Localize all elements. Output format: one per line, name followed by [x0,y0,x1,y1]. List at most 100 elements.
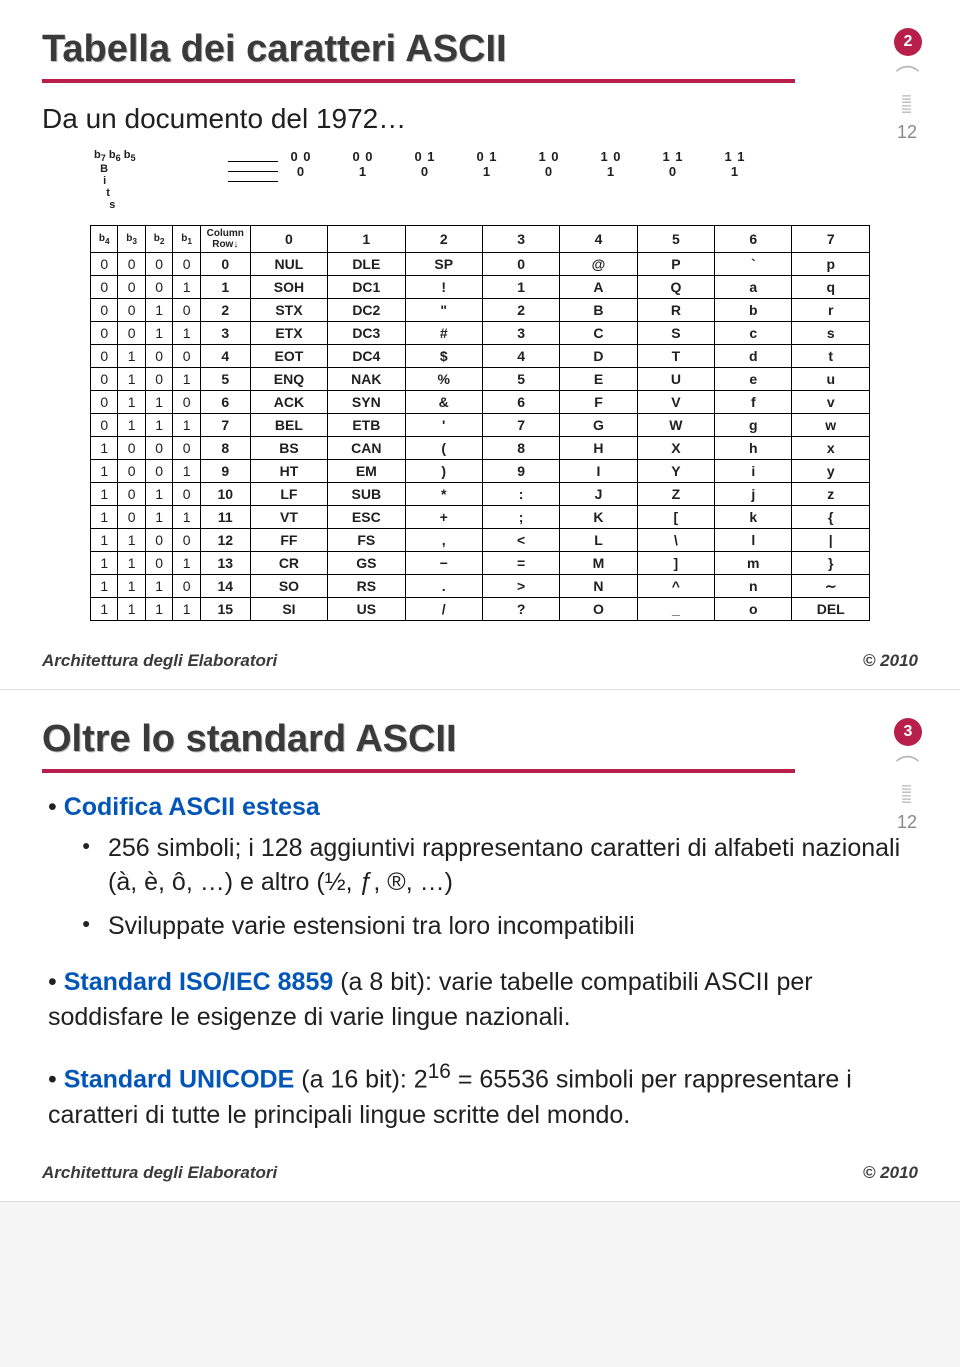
column-bit-row: 0 000 010 100 111 001 011 101 11 [270,149,766,179]
footer-right: © 2010 [863,1163,918,1183]
bit-cell: 1 [91,575,118,598]
table-row: 101111VTESC+;K[k{ [91,506,870,529]
bit-cell: 1 [173,414,200,437]
ascii-cell: 5 [482,368,559,391]
bit-cell: 0 [118,299,145,322]
ascii-cell: N [560,575,637,598]
para-unicode-sup: 16 [428,1060,451,1083]
slide1-badge: 2 [894,28,922,56]
ascii-cell: V [637,391,714,414]
ascii-cell: v [792,391,870,414]
ascii-cell: CR [250,552,327,575]
ascii-cell: n [715,575,792,598]
table-row: 110012FFFS,<L\l| [91,529,870,552]
bit-cell: 0 [145,529,172,552]
ascii-cell: [ [637,506,714,529]
ascii-cell: DC1 [328,276,405,299]
footer-left: Architettura degli Elaboratori [42,1163,277,1183]
ascii-cell: ( [405,437,482,460]
ascii-cell: d [715,345,792,368]
ascii-cell: } [792,552,870,575]
ascii-cell: # [405,322,482,345]
ascii-cell: J [560,483,637,506]
bit-b2-label: b2 [145,226,172,253]
ascii-cell: \ [637,529,714,552]
ascii-cell: S [637,322,714,345]
bit-cell: 0 [173,391,200,414]
ascii-cell: p [792,253,870,276]
ascii-cell: 8 [482,437,559,460]
ascii-cell: w [792,414,870,437]
ascii-cell: 7 [482,414,559,437]
slide1-side-deco: ⌒ ≡≡ 12 [890,70,924,143]
ascii-cell: 2 [482,299,559,322]
bit-cell: 1 [145,506,172,529]
ascii-cell: $ [405,345,482,368]
bit-cell: 1 [145,414,172,437]
row-num: 6 [200,391,250,414]
bit-cell: 0 [118,506,145,529]
bit-cell: 0 [118,460,145,483]
ascii-cell: M [560,552,637,575]
ascii-cell: NUL [250,253,327,276]
ascii-cell: ∼ [792,575,870,598]
bit-cell: 1 [145,322,172,345]
footer-right: © 2010 [863,651,918,671]
ascii-cell: ETX [250,322,327,345]
row-num: 13 [200,552,250,575]
col-7: 7 [792,226,870,253]
ascii-cell: 3 [482,322,559,345]
bit-cell: 1 [118,345,145,368]
ascii-cell: ! [405,276,482,299]
ascii-cell: U [637,368,714,391]
deco-arc-icon: ⌒ [890,760,924,778]
ascii-cell: 0 [482,253,559,276]
row-num: 7 [200,414,250,437]
ascii-cell: g [715,414,792,437]
bit-cell: 0 [173,253,200,276]
col-5: 5 [637,226,714,253]
slide1-side-num: 12 [890,122,924,143]
ascii-cell: a [715,276,792,299]
bit-cell: 1 [118,575,145,598]
ascii-cell: W [637,414,714,437]
ascii-cell: { [792,506,870,529]
ascii-cell: + [405,506,482,529]
ascii-cell: NAK [328,368,405,391]
slide2-side-deco: ⌒ ≡≡ 12 [890,760,924,833]
para-unicode-a: (a 16 bit): 2 [294,1066,427,1094]
ascii-cell: r [792,299,870,322]
bit-cell: 0 [118,322,145,345]
bit-cell: 1 [173,276,200,299]
ascii-cell: _ [637,598,714,621]
ascii-cell: I [560,460,637,483]
bit-cell: 1 [91,437,118,460]
bit-cell: 1 [173,506,200,529]
ascii-cell: ACK [250,391,327,414]
ascii-cell: DLE [328,253,405,276]
bit-cell: 1 [118,552,145,575]
ascii-cell: l [715,529,792,552]
ascii-cell: SOH [250,276,327,299]
ascii-table-figure: b7 b6 b5 B i t s 0 000 010 100 111 001 0… [90,147,870,621]
bit-cell: 0 [91,391,118,414]
row-num: 2 [200,299,250,322]
ascii-cell: ETB [328,414,405,437]
para-unicode: • Standard UNICODE (a 16 bit): 216 = 655… [48,1057,912,1132]
bit-cell: 0 [145,437,172,460]
bit-b1-label: b1 [173,226,200,253]
ascii-cell: R [637,299,714,322]
row-num: 12 [200,529,250,552]
bit-cell: 0 [173,437,200,460]
bit-cell: 0 [91,299,118,322]
ascii-cell: s [792,322,870,345]
bit-cell: 0 [173,483,200,506]
ascii-cell: : [482,483,559,506]
table-row: 111014SORS.>N^n∼ [91,575,870,598]
bit-cell: 1 [173,598,200,621]
bit-cell: 1 [173,368,200,391]
ascii-cell: DEL [792,598,870,621]
bit-cell: 0 [145,276,172,299]
bit-cell: 1 [91,460,118,483]
ascii-cell: STX [250,299,327,322]
